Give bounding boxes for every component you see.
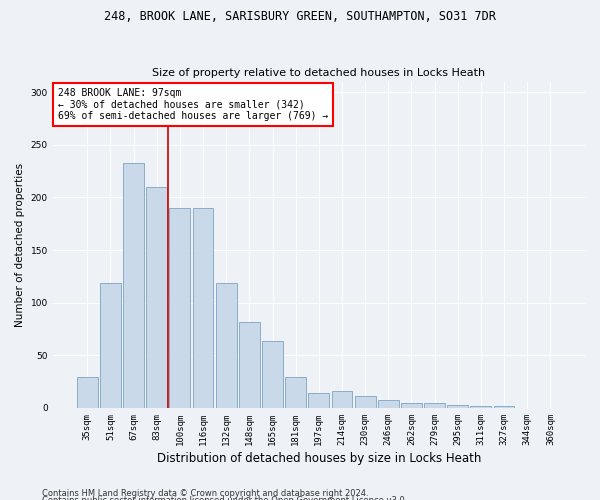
Bar (216, 282, 236, 408)
Bar (494, 406, 514, 408)
Bar (332, 391, 352, 408)
X-axis label: Distribution of detached houses by size in Locks Heath: Distribution of detached houses by size … (157, 452, 481, 465)
Bar (239, 322, 260, 408)
Bar (401, 402, 422, 408)
Bar (470, 406, 491, 408)
Title: Size of property relative to detached houses in Locks Heath: Size of property relative to detached ho… (152, 68, 485, 78)
Bar (262, 340, 283, 408)
Bar (77, 378, 98, 408)
Bar (285, 378, 306, 408)
Bar (146, 187, 167, 408)
Text: Contains HM Land Registry data © Crown copyright and database right 2024.: Contains HM Land Registry data © Crown c… (42, 488, 368, 498)
Bar (193, 208, 214, 408)
Bar (308, 393, 329, 408)
Bar (169, 208, 190, 408)
Y-axis label: Number of detached properties: Number of detached properties (15, 162, 25, 327)
Text: Contains public sector information licensed under the Open Government Licence v3: Contains public sector information licen… (42, 496, 407, 500)
Bar (100, 282, 121, 408)
Bar (123, 162, 144, 408)
Bar (448, 405, 468, 408)
Bar (378, 400, 399, 408)
Bar (355, 396, 376, 408)
Text: 248, BROOK LANE, SARISBURY GREEN, SOUTHAMPTON, SO31 7DR: 248, BROOK LANE, SARISBURY GREEN, SOUTHA… (104, 10, 496, 23)
Text: 248 BROOK LANE: 97sqm
← 30% of detached houses are smaller (342)
69% of semi-det: 248 BROOK LANE: 97sqm ← 30% of detached … (58, 88, 328, 122)
Bar (424, 402, 445, 408)
